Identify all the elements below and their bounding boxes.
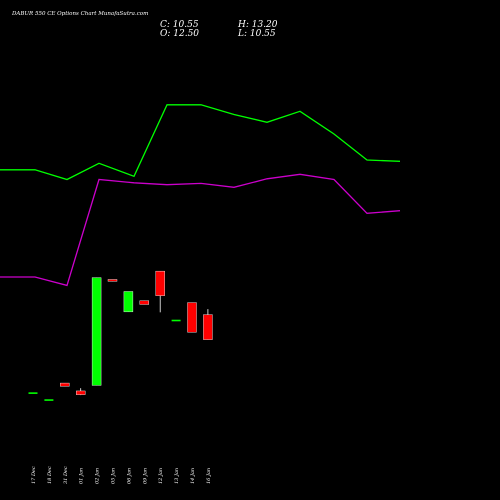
candle <box>203 309 213 340</box>
moving-average-lines <box>0 104 401 287</box>
high-readout: H: 13.20 <box>237 20 278 30</box>
close-readout: C: 10.55 <box>160 20 199 30</box>
x-tick-label: 14 Jan <box>190 468 196 484</box>
candle <box>107 279 118 282</box>
candle <box>91 277 102 386</box>
candle-body <box>60 382 70 387</box>
candle-body <box>75 390 86 395</box>
candle-body <box>139 300 150 305</box>
candle-body <box>91 277 102 386</box>
candle-body <box>187 302 197 333</box>
candle <box>44 399 54 401</box>
candle-body <box>107 279 118 282</box>
low-readout: L: 10.55 <box>237 29 276 39</box>
overlay-line-2 <box>0 173 401 287</box>
x-tick-label: 17 Dec <box>31 466 37 484</box>
candles <box>28 270 213 401</box>
candle <box>28 392 38 394</box>
x-tick-label: 18 Dec <box>47 466 53 484</box>
x-tick-label: 09 Jan <box>142 468 148 484</box>
candle <box>155 270 165 313</box>
x-tick-label: 01 Jan <box>79 468 85 484</box>
x-tick-label: 31 Dec <box>63 466 69 484</box>
candle-body <box>203 314 213 340</box>
x-tick-label: 06 Jan <box>126 468 132 484</box>
candle-body <box>123 291 134 313</box>
x-tick-label: 02 Jan <box>95 468 101 484</box>
candle-body <box>28 392 38 394</box>
x-tick-label: 05 Jan <box>111 468 117 484</box>
candle <box>139 300 150 305</box>
x-tick-label: 13 Jan <box>174 468 180 484</box>
x-axis-ticks: 17 Dec 18 Dec 31 Dec 01 Jan 02 Jan 05 Jan 06 J… <box>31 466 212 484</box>
candle-body <box>155 270 165 296</box>
candle-body <box>171 319 181 322</box>
open-readout: O: 12.50 <box>160 29 199 39</box>
candle <box>60 382 70 387</box>
candle <box>75 388 86 396</box>
candle <box>187 302 197 333</box>
chart-title: DABUR 550 CE Options Chart MunafaSutra.c… <box>11 11 148 17</box>
overlay-line-1 <box>0 104 401 181</box>
candle <box>123 291 134 313</box>
x-tick-label: 16 Jan <box>206 468 212 484</box>
candle <box>171 319 181 322</box>
x-tick-label: 12 Jan <box>158 468 164 484</box>
candle-body <box>44 399 54 401</box>
